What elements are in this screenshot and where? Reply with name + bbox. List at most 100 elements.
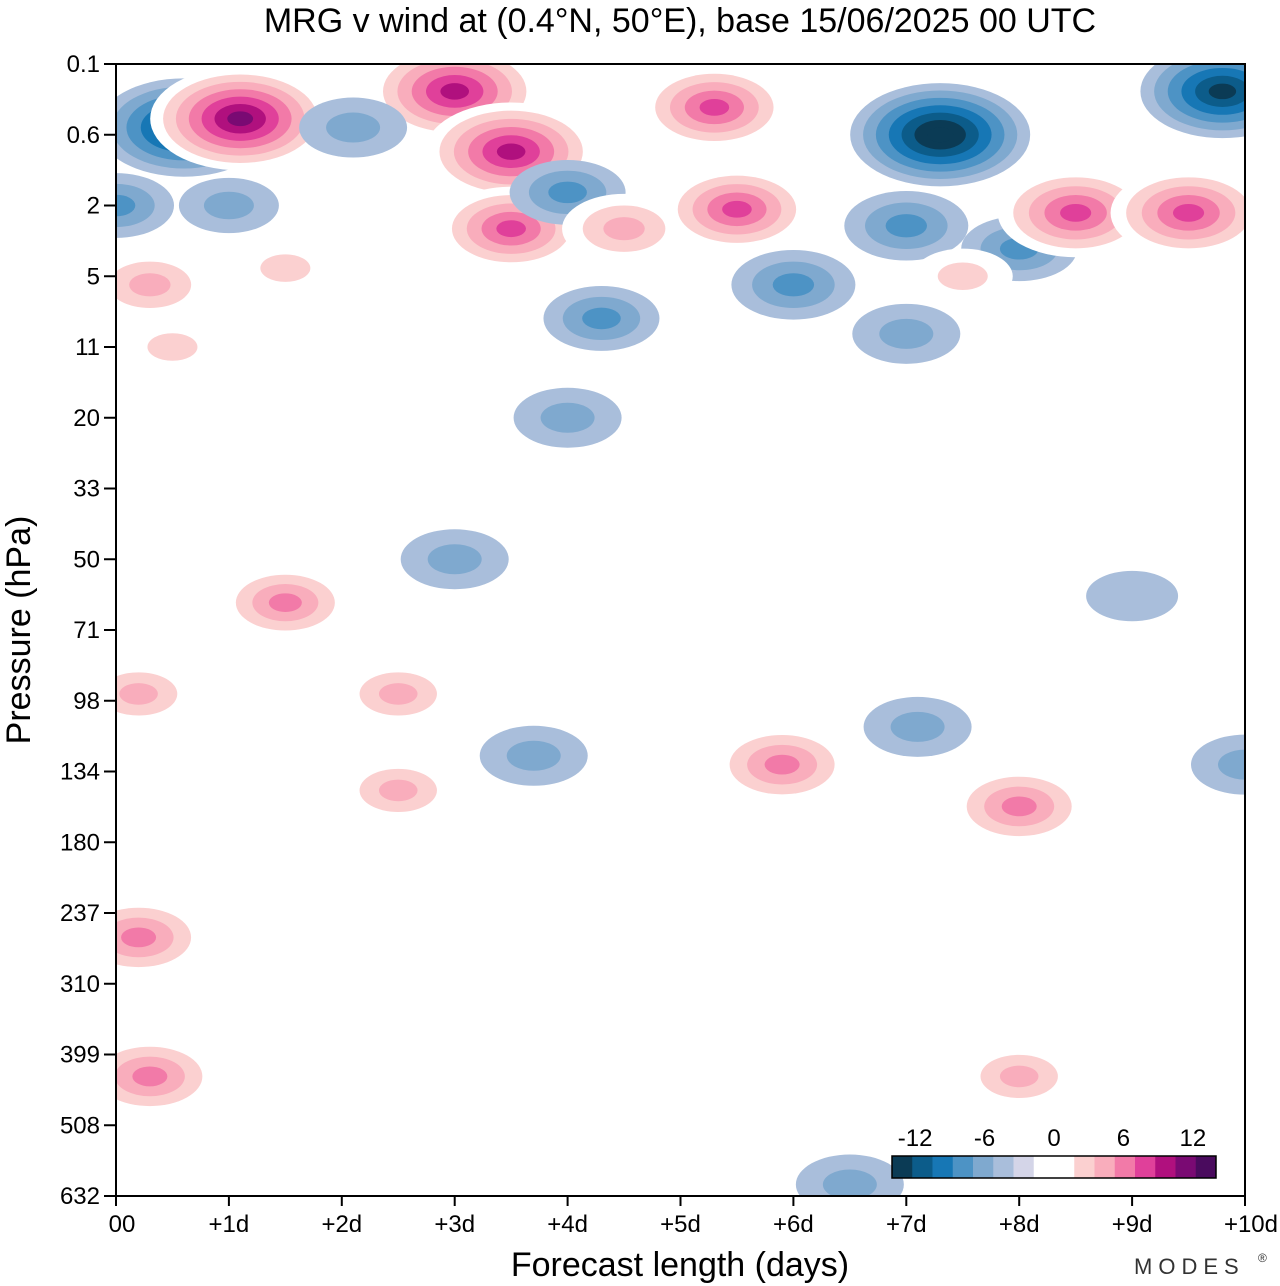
contour-feature-12 [562, 193, 687, 264]
contour-level-5-6 [927, 127, 954, 143]
contour-feature-36 [116, 1036, 220, 1117]
contour-level-6-5 [1208, 83, 1237, 100]
contour-level-34-2 [378, 779, 418, 802]
contour-level-12-2 [603, 217, 645, 241]
contour-feature-19 [116, 250, 212, 320]
x-tick-label: +6d [773, 1211, 814, 1238]
contour-feature-34 [340, 758, 457, 823]
contour-level-23-1 [147, 333, 198, 361]
contour-feature-24 [852, 303, 961, 364]
colorbar-swatch [912, 1156, 933, 1178]
contour-level-24-1 [879, 318, 934, 349]
contour-level-22-1 [937, 262, 988, 291]
contour-feature-6 [1140, 64, 1245, 139]
x-tick-label: +8d [999, 1211, 1040, 1238]
contour-level-37-0 [634, 901, 727, 953]
x-tick-label: +5d [660, 1211, 701, 1238]
y-tick-label: 71 [73, 617, 100, 644]
y-tick-label: 632 [60, 1183, 100, 1210]
colorbar-frame [891, 1155, 1217, 1179]
colorbar-swatch [952, 1156, 974, 1178]
contour-feature-32 [863, 696, 972, 757]
colorbar-swatch [1094, 1156, 1116, 1178]
contour-level-19-2 [129, 273, 171, 297]
contour-feature-22 [912, 248, 1013, 304]
contour-feature-29 [116, 661, 197, 727]
x-tick-label: 00 [109, 1211, 136, 1238]
contour-level-17-4 [1060, 203, 1092, 222]
logo-registered-mark: ® [1258, 1251, 1267, 1265]
colorbar-swatch [932, 1156, 954, 1178]
contour-level-2-5 [440, 83, 470, 100]
y-tick-label: 0.1 [67, 51, 100, 78]
contour-level-31-3 [764, 754, 800, 775]
colorbar-label: 12 [1180, 1125, 1207, 1152]
y-tick-label: 98 [73, 688, 100, 715]
contour-feature-33 [949, 766, 1090, 847]
colorbar-swatch [1054, 1156, 1075, 1178]
contour-level-3-5 [496, 143, 526, 160]
contour-level-27-3 [268, 593, 302, 612]
contour-level-1-6 [227, 111, 254, 127]
x-tick-label: +2d [321, 1211, 362, 1238]
contour-level-7-1 [326, 112, 381, 143]
contour-level-15-2 [885, 214, 927, 238]
colorbar-swatch [1074, 1156, 1095, 1178]
contour-feature-38 [961, 1044, 1078, 1109]
contour-feature-40 [1191, 734, 1245, 795]
contour-level-9-1 [203, 191, 254, 220]
contour-level-13-4 [722, 200, 752, 218]
x-tick-label: +4d [547, 1211, 588, 1238]
contour-feature-21 [543, 286, 660, 351]
contour-feature-41 [1086, 570, 1179, 622]
colorbar-swatch [892, 1156, 913, 1178]
y-tick-label: 134 [60, 759, 100, 786]
colorbar-swatch [1013, 1156, 1035, 1178]
colorbar-swatch [973, 1156, 994, 1178]
y-axis: 0.1 0.6 2 5 11 20 33 50 71 98 134 180 237 310 399 508 63… [60, 51, 116, 1210]
colorbar-swatch [1175, 1156, 1197, 1178]
x-tick-label: +1d [209, 1211, 250, 1238]
contour-level-18-4 [1172, 203, 1205, 222]
contour-feature-18 [1110, 168, 1245, 258]
contour-level-26-1 [427, 544, 482, 575]
contour-level-32-1 [890, 711, 945, 742]
colorbar-label: -12 [898, 1125, 933, 1152]
y-axis-label: Pressure (hPa) [0, 516, 38, 745]
y-tick-label: 310 [60, 971, 100, 998]
contour-level-30-1 [506, 740, 561, 771]
contour-feature-23 [122, 319, 223, 375]
colorbar-swatch [993, 1156, 1014, 1178]
y-tick-label: 20 [73, 405, 100, 432]
colorbar-label: -6 [974, 1125, 995, 1152]
logo-text: MODES [1134, 1254, 1245, 1279]
y-tick-label: 180 [60, 829, 100, 856]
colorbar-swatch [1033, 1156, 1055, 1178]
contour-feature-8 [116, 173, 174, 238]
contour-feature-17 [997, 168, 1154, 258]
contour-feature-7 [299, 97, 408, 158]
contour-feature-15 [844, 190, 969, 261]
colorbar-swatch [1195, 1156, 1217, 1178]
contour-level-4-4 [699, 98, 730, 116]
contour-feature-20 [235, 240, 336, 296]
colorbar: -12 -6 0 6 12 [891, 1125, 1217, 1179]
y-tick-label: 508 [60, 1112, 100, 1139]
contour-feature-25 [513, 387, 622, 448]
contour-level-20-1 [260, 254, 311, 282]
contour-level-10-4 [496, 220, 526, 238]
contour-level-36-3 [132, 1066, 168, 1087]
x-tick-label: +7d [886, 1211, 927, 1238]
contour-level-29-2 [119, 683, 158, 705]
y-tick-label: 33 [73, 476, 100, 503]
contour-level-39-1 [822, 1169, 877, 1196]
x-axis-label: Forecast length (days) [511, 1246, 849, 1284]
contour-level-40-1 [1218, 749, 1245, 780]
contour-level-33-3 [1001, 796, 1037, 817]
contour-feature-14 [731, 250, 856, 320]
contour-field [116, 64, 1245, 1196]
colorbar-swatch [1135, 1156, 1156, 1178]
colorbar-label: 0 [1047, 1125, 1060, 1152]
contour-level-14-2 [772, 273, 815, 297]
